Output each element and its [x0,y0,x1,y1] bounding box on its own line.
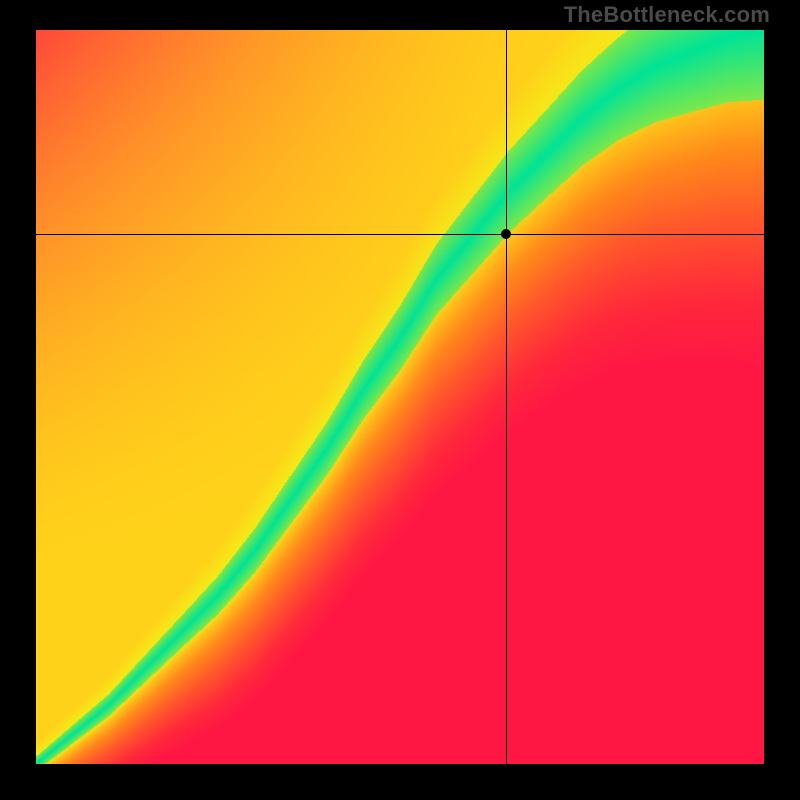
figure-outer: TheBottleneck.com [0,0,800,800]
crosshair-vertical [506,30,507,764]
heatmap-plot [36,30,764,764]
crosshair-horizontal [36,234,764,235]
heatmap-canvas [36,30,764,764]
crosshair-marker [501,229,511,239]
watermark-text: TheBottleneck.com [564,2,770,28]
